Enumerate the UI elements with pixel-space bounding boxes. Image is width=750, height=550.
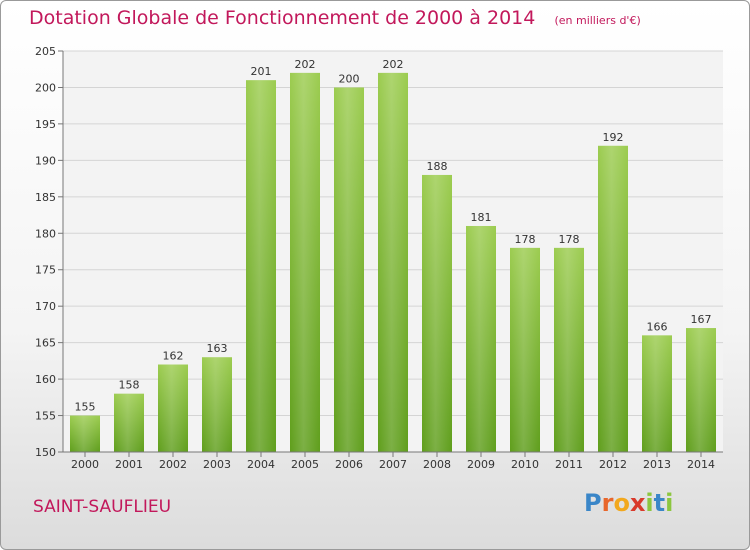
x-tick-label: 2007 <box>379 458 407 471</box>
y-tick-label: 170 <box>35 300 56 313</box>
logo-letter: P <box>584 489 602 517</box>
y-tick-label: 155 <box>35 410 56 423</box>
x-axis: 2000 2001 2002 2003 2004 2005 2006 2007 2008 2009… <box>63 451 723 471</box>
data-label: 155 <box>75 401 96 414</box>
proxiti-logo: Proxiti <box>584 489 673 517</box>
bar-shine <box>70 415 100 452</box>
y-tick-label: 205 <box>35 45 56 58</box>
x-tick-label: 2001 <box>115 458 143 471</box>
x-tick-label: 2012 <box>599 458 627 471</box>
y-tick-label: 200 <box>35 81 56 94</box>
bar-shine <box>598 145 628 453</box>
data-labels: 155 158 162 163 201 202 200 202 188 181 178 178 192 1… <box>75 58 712 414</box>
data-label: 181 <box>471 211 492 224</box>
y-tick-label: 190 <box>35 154 56 167</box>
chart-unit: (en milliers d'€) <box>554 14 641 27</box>
data-label: 201 <box>251 65 272 78</box>
bar-shine <box>686 328 716 452</box>
x-tick-label: 2004 <box>247 458 275 471</box>
x-tick-label: 2008 <box>423 458 451 471</box>
data-label: 202 <box>295 58 316 71</box>
y-tick-label: 185 <box>35 191 56 204</box>
x-tick-label: 2009 <box>467 458 495 471</box>
data-label: 200 <box>339 72 360 85</box>
x-tick-label: 2010 <box>511 458 539 471</box>
bar-shine <box>466 225 496 452</box>
bar-shine <box>422 174 452 453</box>
data-label: 162 <box>163 350 184 363</box>
x-tick-label: 2005 <box>291 458 319 471</box>
x-tick-label: 2014 <box>687 458 715 471</box>
bar-shine <box>642 335 672 452</box>
data-label: 192 <box>603 131 624 144</box>
data-label: 166 <box>647 320 668 333</box>
chart-title-block: Dotation Globale de Fonctionnement de 20… <box>29 7 641 29</box>
bar-shine <box>290 72 320 452</box>
logo-letter: t <box>653 489 666 517</box>
data-label: 158 <box>119 379 140 392</box>
bar-shine <box>114 393 144 452</box>
data-label: 202 <box>383 58 404 71</box>
x-tick-label: 2011 <box>555 458 583 471</box>
logo-letter: o <box>613 489 630 517</box>
bar-shine <box>246 80 276 452</box>
bar-shine <box>334 87 364 453</box>
x-tick-label: 2013 <box>643 458 671 471</box>
logo-letter: i <box>665 489 674 517</box>
y-tick-label: 175 <box>35 264 56 277</box>
data-label: 178 <box>515 233 536 246</box>
x-tick-label: 2006 <box>335 458 363 471</box>
x-tick-label: 2000 <box>71 458 99 471</box>
bars <box>70 72 716 453</box>
y-tick-label: 150 <box>35 446 56 459</box>
bar-shine <box>378 72 408 452</box>
y-tick-label: 195 <box>35 118 56 131</box>
y-axis: 150 155 160 165 170 175 180 185 190 195 200 205 <box>35 45 64 459</box>
y-tick-label: 165 <box>35 337 56 350</box>
bar-shine <box>202 357 232 452</box>
bar-shine <box>158 364 188 452</box>
bar-shine <box>510 247 540 452</box>
data-label: 178 <box>559 233 580 246</box>
commune-name: SAINT-SAUFLIEU <box>33 497 172 517</box>
data-label: 163 <box>207 342 228 355</box>
logo-letter: i <box>645 489 654 517</box>
data-label: 188 <box>427 160 448 173</box>
logo-letter: r <box>601 489 614 517</box>
y-tick-label: 180 <box>35 227 56 240</box>
x-tick-label: 2003 <box>203 458 231 471</box>
x-tick-label: 2002 <box>159 458 187 471</box>
chart-title: Dotation Globale de Fonctionnement de 20… <box>29 7 536 29</box>
data-label: 167 <box>691 313 712 326</box>
logo-letter: x <box>629 489 646 517</box>
y-tick-label: 160 <box>35 373 56 386</box>
bar-shine <box>554 247 584 452</box>
